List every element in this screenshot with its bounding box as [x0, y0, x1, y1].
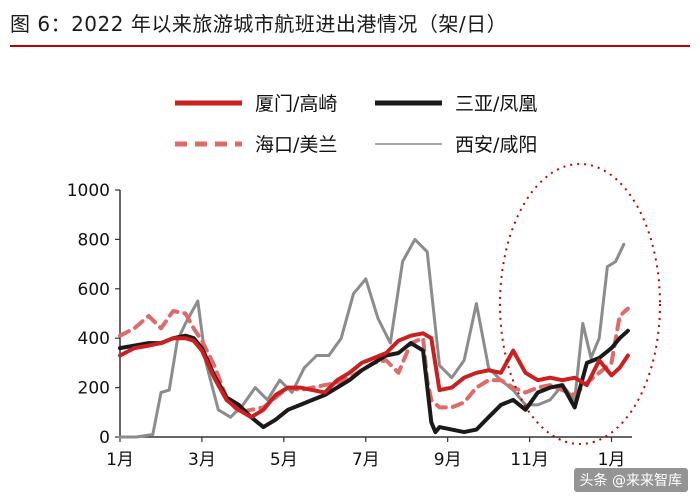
axes: 0 200 400 600 800 1000 1月 3月 5月 7月 9月 11月 1月	[67, 181, 632, 470]
series-layer	[118, 237, 630, 439]
figure-title: 图 6：2022 年以来旅游城市航班进出港情况（架/日）	[10, 12, 508, 36]
x-tick-label: 7月	[352, 450, 380, 470]
legend-label-xiamen: 厦门/高崎	[255, 93, 337, 115]
watermark: 头条 @来来智库	[573, 468, 688, 492]
series-line-xiamen	[118, 331, 630, 420]
series-line-haikou	[118, 306, 630, 415]
y-tick-label: 400	[78, 329, 110, 349]
legend-label-haikou: 海口/美兰	[255, 134, 337, 156]
x-tick-label: 1月	[106, 450, 134, 470]
highlight-ellipse	[499, 163, 661, 445]
x-tick-label: 3月	[188, 450, 216, 470]
y-tick-label: 0	[99, 428, 110, 448]
x-tick-label: 5月	[270, 450, 298, 470]
x-tick-label: 11月	[510, 450, 549, 470]
y-tick-label: 200	[78, 379, 110, 399]
y-tick-label: 800	[78, 230, 110, 250]
x-tick-label: 9月	[434, 450, 462, 470]
x-tick-label: 1月	[598, 450, 626, 470]
legend-label-xian: 西安/咸阳	[455, 134, 537, 156]
y-tick-label: 1000	[67, 181, 110, 201]
title-rule	[10, 45, 690, 47]
y-tick-label: 600	[78, 280, 110, 300]
legend-label-sanya: 三亚/凤凰	[455, 93, 537, 115]
legend: 厦门/高崎 三亚/凤凰 海口/美兰 西安/咸阳	[175, 93, 537, 156]
